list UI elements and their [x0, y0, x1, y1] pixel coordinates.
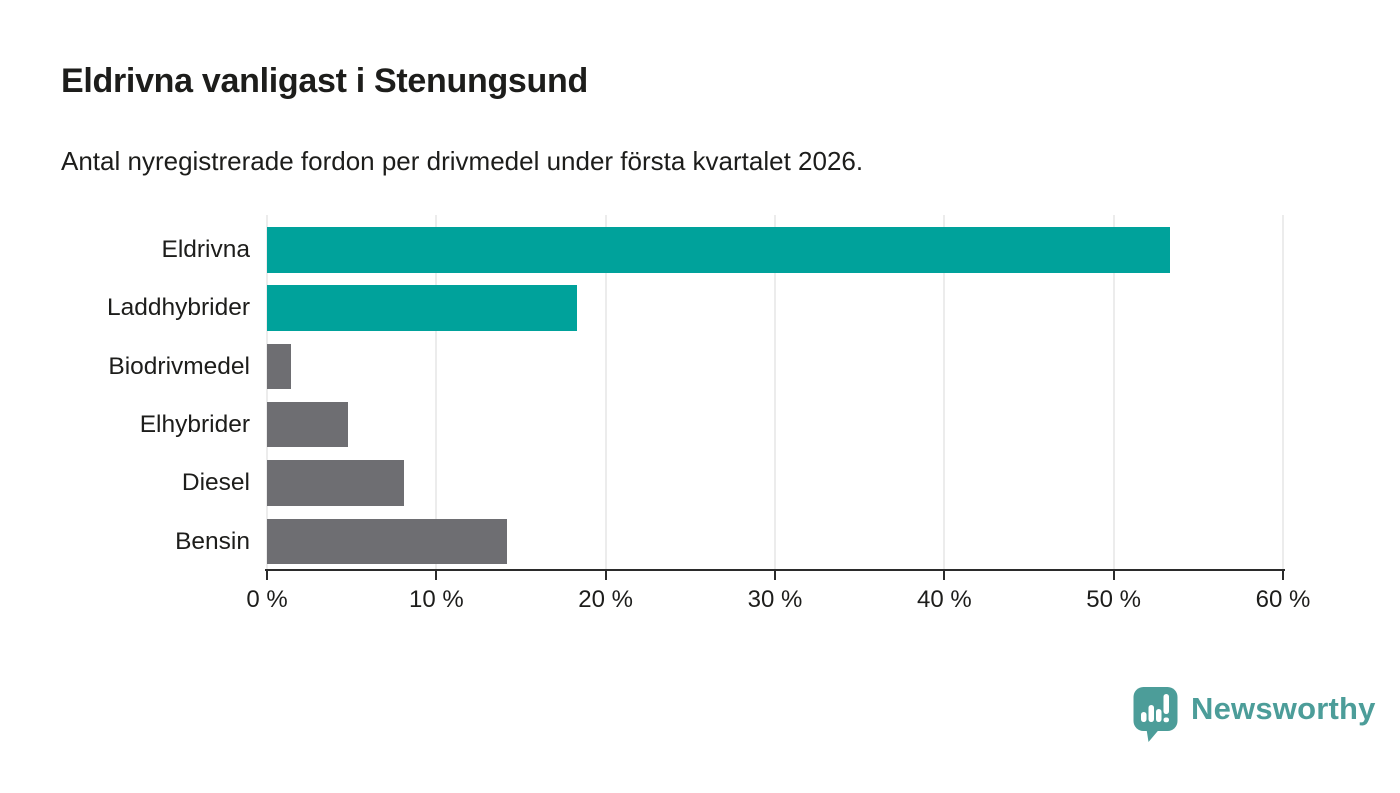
- x-axis-tick: [1112, 571, 1115, 580]
- category-label-bensin: Bensin: [175, 527, 250, 555]
- x-axis-tick-label: 30 %: [747, 586, 803, 613]
- x-axis-tick: [266, 571, 268, 580]
- gridline: [1113, 215, 1115, 571]
- bar-eldrivna: [267, 227, 1170, 273]
- category-label-elhybrider: Elhybrider: [139, 410, 250, 438]
- gridline: [774, 215, 776, 571]
- x-axis-tick: [604, 571, 607, 580]
- bar-diesel: [267, 460, 405, 506]
- gridline: [435, 215, 437, 571]
- chart-title: Eldrivna vanligast i Stenungsund: [61, 62, 588, 100]
- chart-subtitle: Antal nyregistrerade fordon per drivmede…: [61, 146, 864, 176]
- bar-elhybrider: [267, 401, 349, 448]
- category-label-diesel: Diesel: [181, 469, 250, 497]
- bar-biodrivmedel: [267, 343, 291, 390]
- newsworthy-logo-icon: [1133, 687, 1178, 742]
- category-label-laddhybrider: Laddhybrider: [106, 294, 250, 322]
- x-axis-tick: [1282, 571, 1284, 580]
- category-label-biodrivmedel: Biodrivmedel: [108, 352, 250, 380]
- x-axis-tick-label: 10 %: [408, 586, 464, 613]
- category-label-eldrivna: Eldrivna: [161, 236, 250, 263]
- newsworthy-logo-text: Newsworthy: [1191, 691, 1376, 726]
- x-axis-tick: [943, 571, 946, 580]
- bar-laddhybrider: [267, 285, 577, 331]
- x-axis-line: [265, 569, 1285, 571]
- gridline: [943, 215, 945, 571]
- x-axis-tick-label: 0 %: [246, 586, 288, 613]
- gridline: [605, 215, 607, 571]
- x-axis-tick-label: 40 %: [916, 586, 972, 613]
- newsworthy-logo: Newsworthy: [1132, 686, 1376, 743]
- gridline: [266, 215, 268, 571]
- x-axis-tick-label: 20 %: [578, 586, 634, 613]
- x-axis-tick: [774, 571, 776, 580]
- bar-bensin: [267, 518, 508, 564]
- gridline: [1282, 215, 1284, 571]
- x-axis-tick-label: 50 %: [1086, 586, 1142, 613]
- x-axis-tick-label: 60 %: [1255, 586, 1311, 613]
- plot-area: Eldrivna Laddhybrider Biodrivmedel Elhybrid…: [107, 215, 1310, 613]
- x-axis-tick: [435, 571, 438, 580]
